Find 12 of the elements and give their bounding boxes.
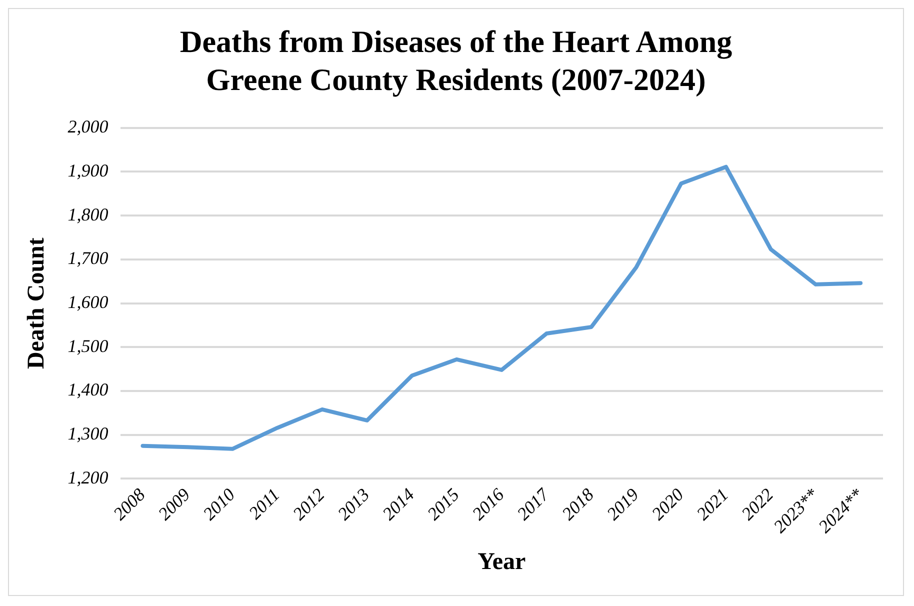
chart-title: Deaths from Diseases of the Heart Among Greene County Residents (2007-2024) [178,23,734,99]
y-tick-label: 1,500 [68,336,108,356]
y-tick-label: 1,800 [68,204,108,224]
y-tick-label: 1,900 [68,160,108,180]
y-tick-label: 1,300 [68,424,108,444]
y-axis-title: Death Count [24,238,50,369]
y-tick-label: 1,400 [68,380,108,400]
x-axis-title: Year [478,548,526,575]
y-tick-label: 2,000 [68,116,108,137]
y-tick-label: 1,200 [68,467,108,488]
y-tick-label: 1,700 [68,248,108,268]
y-tick-label: 1,600 [68,292,108,312]
